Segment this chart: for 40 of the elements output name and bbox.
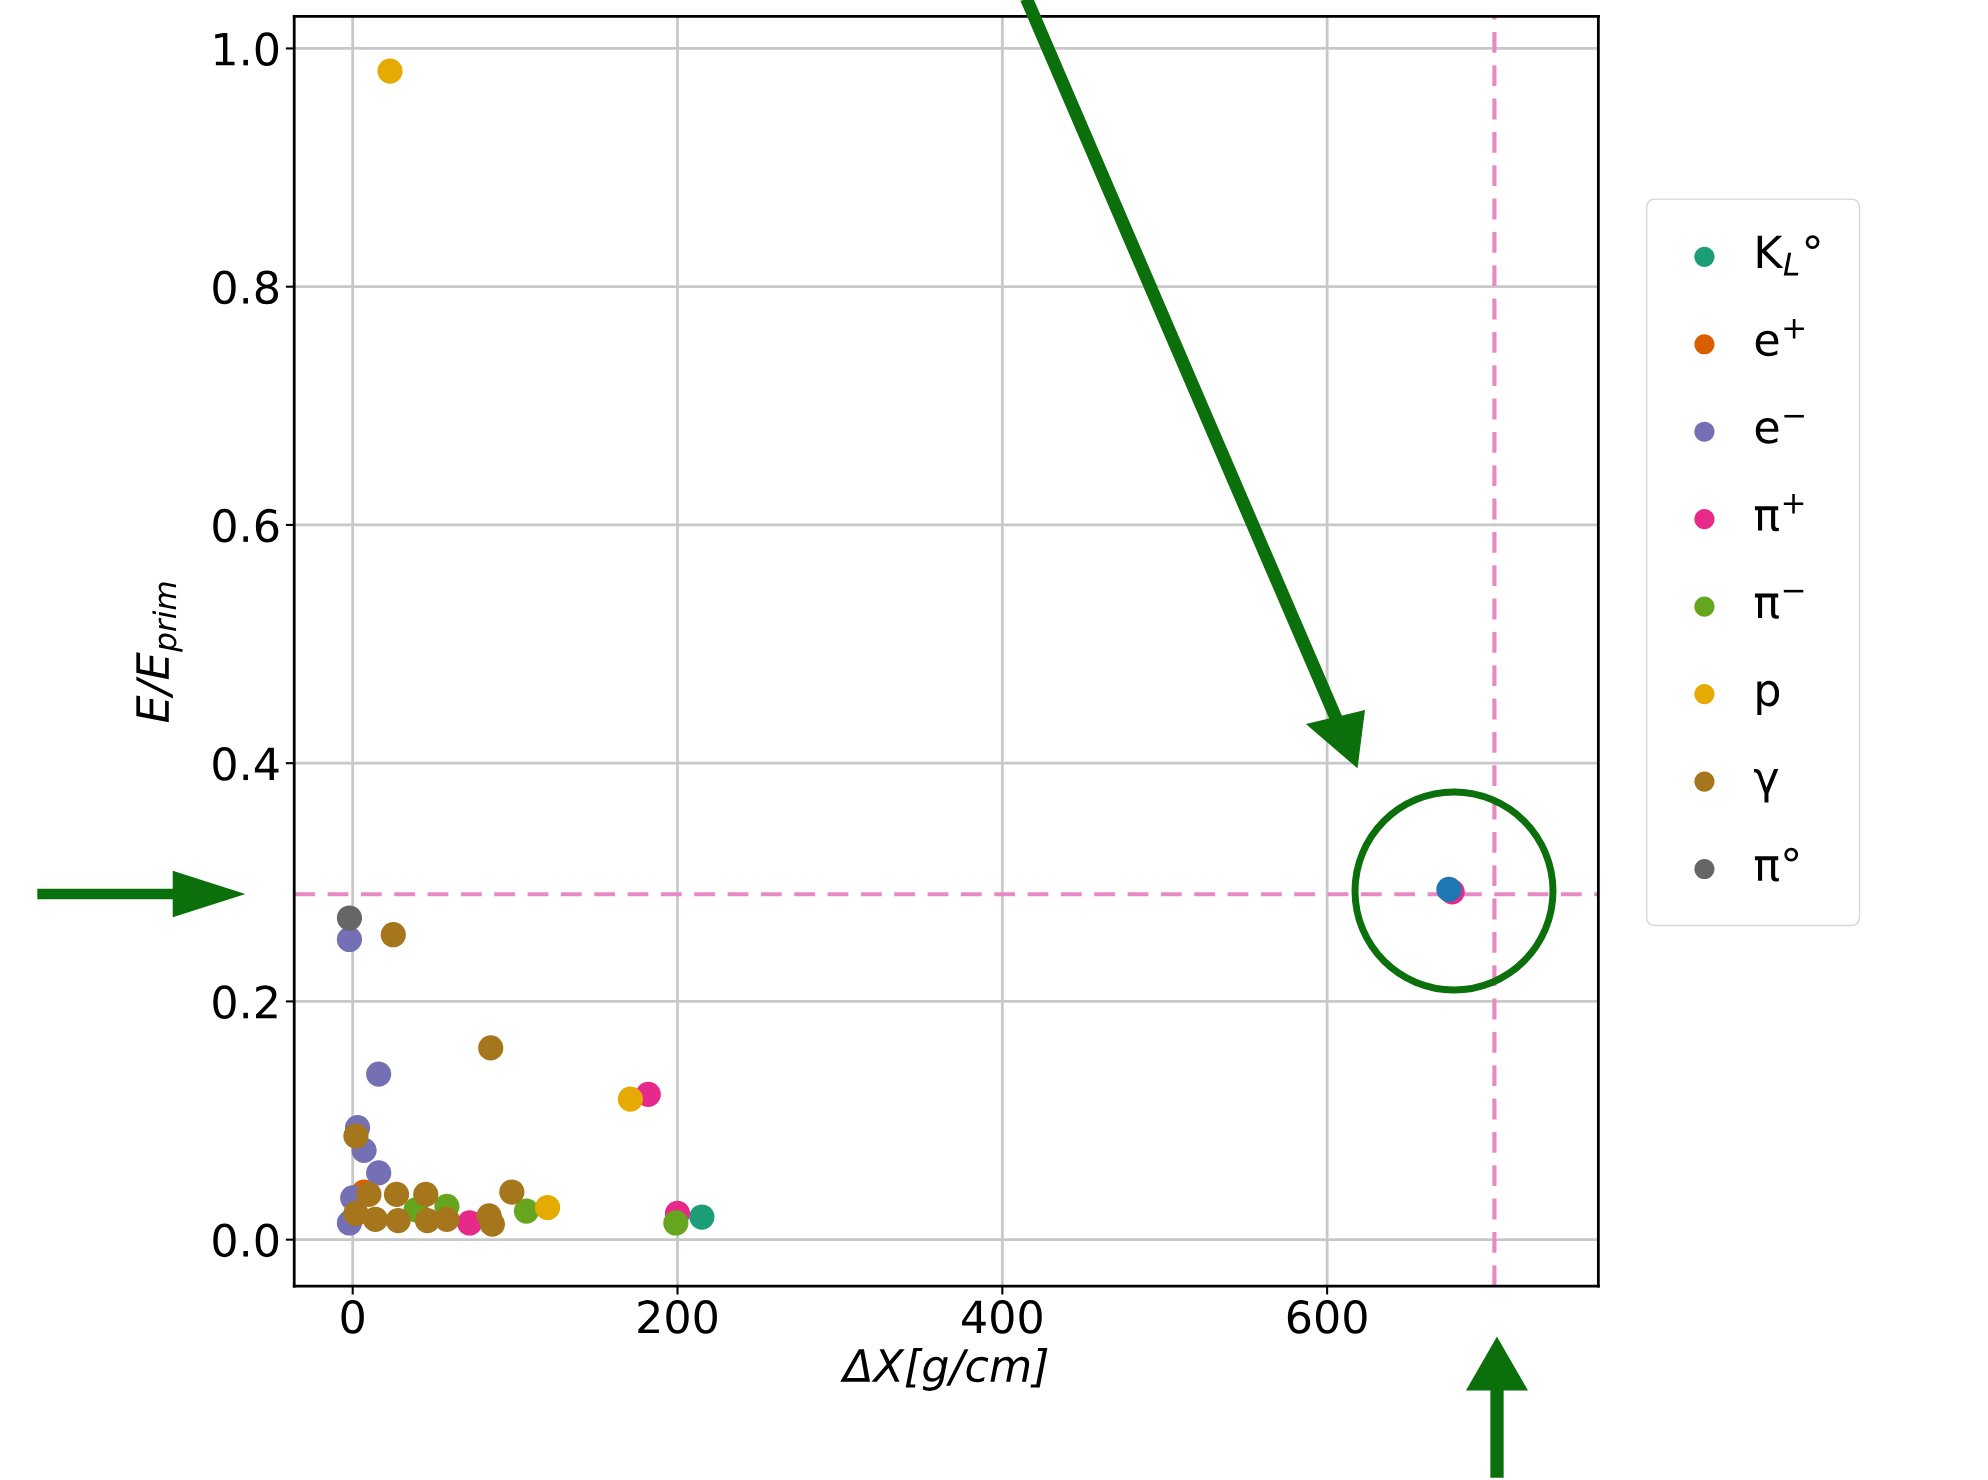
x-tick-label: 600 xyxy=(1287,1300,1367,1334)
legend-label: γ xyxy=(1754,768,1779,803)
y-tick-label: 0.4 xyxy=(213,747,279,781)
point xyxy=(385,1207,411,1234)
point xyxy=(366,1160,392,1186)
point xyxy=(513,1198,540,1224)
y-tick-label: 0.0 xyxy=(213,1223,279,1258)
point xyxy=(413,1181,439,1208)
point xyxy=(366,1061,392,1087)
y-axis-title: E/E$_{prim}$ xyxy=(136,582,183,723)
point xyxy=(663,1210,689,1236)
y-tick-label: 0.8 xyxy=(213,270,278,305)
point xyxy=(377,58,403,84)
y-tick-label: 0.6 xyxy=(213,508,279,543)
point xyxy=(689,1204,715,1230)
legend-label: K$_{L}$° xyxy=(1757,235,1820,276)
point xyxy=(380,922,406,948)
point xyxy=(383,1181,410,1208)
x-tick-label: 0 xyxy=(341,1300,364,1334)
legend-label: π° xyxy=(1754,847,1799,882)
point xyxy=(362,1206,389,1233)
point xyxy=(617,1086,644,1112)
point xyxy=(356,1181,382,1208)
x-axis-title: ΔX[g/cm] xyxy=(840,1347,1048,1391)
legend-label: π$^{+}$ xyxy=(1754,493,1804,532)
y-tick-label: 1.0 xyxy=(215,32,279,66)
point xyxy=(343,1123,369,1149)
y-tick-label: 0.2 xyxy=(213,985,277,1019)
x-tick-label: 400 xyxy=(962,1300,1042,1334)
x-tick-label: 200 xyxy=(638,1300,717,1334)
legend-label: π$^{−}$ xyxy=(1754,589,1804,619)
point xyxy=(336,905,363,931)
point xyxy=(434,1206,460,1233)
legend-label: p xyxy=(1757,680,1780,716)
point xyxy=(336,926,363,953)
legend-label: e$^{−}$ xyxy=(1755,414,1804,444)
legend-label: e$^{+}$ xyxy=(1755,319,1804,357)
point xyxy=(534,1194,561,1221)
point xyxy=(499,1179,525,1205)
point xyxy=(478,1035,504,1061)
